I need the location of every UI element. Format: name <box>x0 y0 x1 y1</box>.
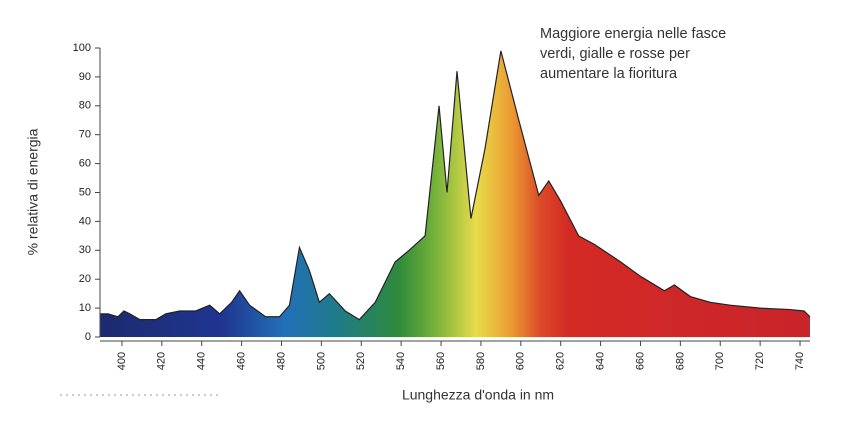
y-tick-label: 100 <box>73 42 91 54</box>
x-tick-label: 500 <box>315 352 327 370</box>
y-tick-label: 90 <box>79 71 91 83</box>
x-axis-label: Lunghezza d'onda in nm <box>402 387 554 403</box>
y-tick-label: 30 <box>79 244 91 256</box>
x-tick-label: 640 <box>594 352 606 370</box>
x-tick-label: 420 <box>156 352 168 370</box>
x-tick-label: 580 <box>475 352 487 370</box>
spectrum-area <box>100 50 810 337</box>
x-tick-label: 560 <box>435 352 447 370</box>
x-tick-label: 520 <box>355 352 367 370</box>
y-tick-label: 60 <box>79 158 91 170</box>
annotation: verdi, gialle e rosse per <box>540 46 690 62</box>
spectrum-line <box>100 50 811 321</box>
y-tick-label: 70 <box>79 129 91 141</box>
x-tick-label: 740 <box>794 352 806 370</box>
y-tick-label: 0 <box>85 331 91 343</box>
y-tick-label: 10 <box>79 302 91 314</box>
y-tick-label: 40 <box>79 215 91 227</box>
y-tick-label: 50 <box>79 186 91 198</box>
x-tick-label: 700 <box>714 352 726 370</box>
y-tick-label: 20 <box>79 273 91 285</box>
annotation: Maggiore energia nelle fasce <box>540 26 726 42</box>
x-tick-label: 540 <box>395 352 407 370</box>
y-tick-label: 80 <box>79 100 91 112</box>
x-tick-label: 660 <box>634 352 646 370</box>
x-tick-label: 460 <box>236 352 248 370</box>
x-tick-label: 680 <box>674 352 686 370</box>
annotation: aumentare la fioritura <box>540 66 678 82</box>
x-tick-label: 600 <box>515 352 527 370</box>
y-axis-label: % relativa di energia <box>25 128 41 255</box>
x-tick-label: 620 <box>555 352 567 370</box>
x-tick-label: 440 <box>196 352 208 370</box>
x-tick-label: 480 <box>275 352 287 370</box>
x-tick-label: 720 <box>754 352 766 370</box>
x-tick-label: 400 <box>116 352 128 370</box>
